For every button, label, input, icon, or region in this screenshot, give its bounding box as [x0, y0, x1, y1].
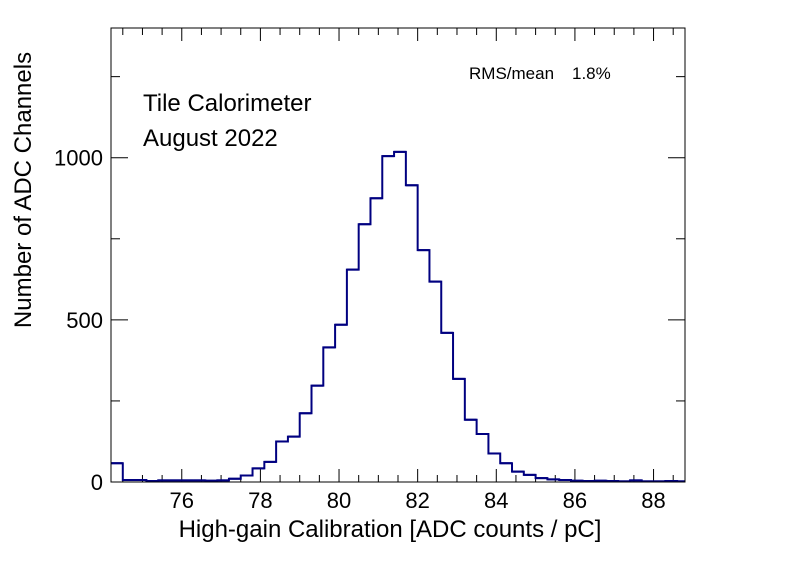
axis-tick-labels: 76 78 80 82 84 86 88 0 500 1000	[54, 146, 666, 513]
x-tick-label: 86	[563, 488, 587, 513]
x-tick-label: 82	[405, 488, 429, 513]
y-tick-label: 500	[66, 308, 103, 333]
x-tick-label: 84	[484, 488, 508, 513]
x-axis-title: High-gain Calibration [ADC counts / pC]	[179, 516, 602, 543]
x-tick-label: 80	[327, 488, 351, 513]
histogram-outline	[111, 150, 685, 483]
experiment-label: Tile Calorimeter	[143, 90, 311, 117]
x-tick-label: 78	[248, 488, 272, 513]
date-label: August 2022	[143, 125, 278, 152]
x-tick-label: 76	[170, 488, 194, 513]
plot-frame	[110, 27, 686, 483]
rms-mean-label: RMS/mean	[469, 64, 554, 83]
rms-mean-value: 1.8%	[572, 64, 611, 83]
y-tick-label: 0	[91, 470, 103, 495]
y-axis-title: Number of ADC Channels	[10, 52, 37, 328]
y-tick-label: 1000	[54, 146, 103, 171]
x-tick-label: 88	[641, 488, 665, 513]
